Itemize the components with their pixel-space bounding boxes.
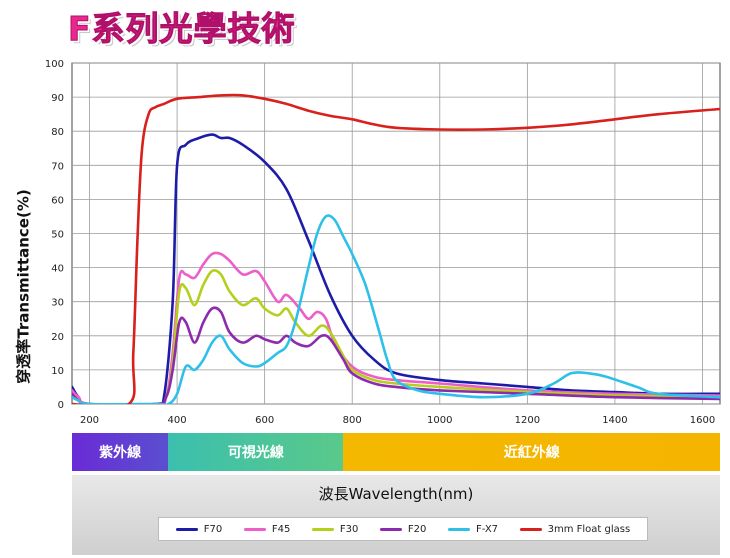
legend-label: F70 xyxy=(203,523,223,535)
legend-item: F45 xyxy=(243,523,291,535)
legend-label: F-X7 xyxy=(475,523,499,535)
legend-item: F30 xyxy=(311,523,359,535)
y-tick-label: 90 xyxy=(51,93,64,104)
band-label: 近紅外線 xyxy=(503,445,560,461)
legend-swatch xyxy=(447,527,470,531)
legend-item: 3mm Float glass xyxy=(519,523,631,535)
transmittance-chart: 0 10 20 30 40 50 60 70 80 90 100 200 400 600 800 1000 12… xyxy=(45,59,721,426)
legend-label: 3mm Float glass xyxy=(547,523,631,535)
y-tick-label: 100 xyxy=(45,59,64,70)
x-axis-label: 波長Wavelength(nm) xyxy=(318,485,474,503)
y-tick-label: 10 xyxy=(51,366,64,377)
legend-item: F70 xyxy=(175,523,223,535)
series-line-3mm-float-glass xyxy=(72,93,720,404)
y-tick-label: 50 xyxy=(51,230,64,241)
band-label: 可視光線 xyxy=(227,445,284,461)
band-2: 近紅外線 xyxy=(343,433,720,471)
y-tick-label: 0 xyxy=(58,400,64,411)
band-0: 紫外線 xyxy=(72,433,169,471)
y-tick-label: 40 xyxy=(51,264,64,275)
y-tick-label: 70 xyxy=(51,161,64,172)
x-tick-label: 800 xyxy=(343,415,362,426)
legend-label: F45 xyxy=(271,523,291,535)
band-1: 可視光線 xyxy=(168,433,344,471)
x-tick-label: 200 xyxy=(80,415,99,426)
legend-item: F-X7 xyxy=(447,523,499,535)
legend-swatch xyxy=(311,527,334,531)
legend-swatch xyxy=(243,527,266,531)
series-line-f70 xyxy=(72,133,720,404)
legend-swatch xyxy=(175,527,198,531)
legend-swatch xyxy=(379,527,402,531)
y-tick-label: 60 xyxy=(51,195,64,206)
page-title: F系列光學技術 xyxy=(68,9,296,49)
legend: F70 F45 F30 F20 F-X7 3mm Float glass xyxy=(158,517,648,541)
legend-item: F20 xyxy=(379,523,427,535)
y-tick-label: 30 xyxy=(51,298,64,309)
chart-footer: 波長Wavelength(nm) F70 F45 F30 F20 F-X7 3mm Flo… xyxy=(72,475,720,555)
x-tick-label: 1400 xyxy=(602,415,627,426)
y-tick-label: 20 xyxy=(51,332,64,343)
band-label: 紫外線 xyxy=(99,445,142,461)
legend-swatch xyxy=(519,527,542,531)
x-tick-label: 1200 xyxy=(515,415,540,426)
x-tick-label: 400 xyxy=(168,415,187,426)
series-line-f-x7 xyxy=(72,214,720,404)
legend-label: F30 xyxy=(339,523,359,535)
x-tick-label: 1600 xyxy=(690,415,715,426)
series-line-f20 xyxy=(72,306,720,404)
x-tick-label: 600 xyxy=(255,415,274,426)
y-tick-label: 80 xyxy=(51,127,64,138)
x-tick-label: 1000 xyxy=(427,415,452,426)
legend-label: F20 xyxy=(407,523,427,535)
